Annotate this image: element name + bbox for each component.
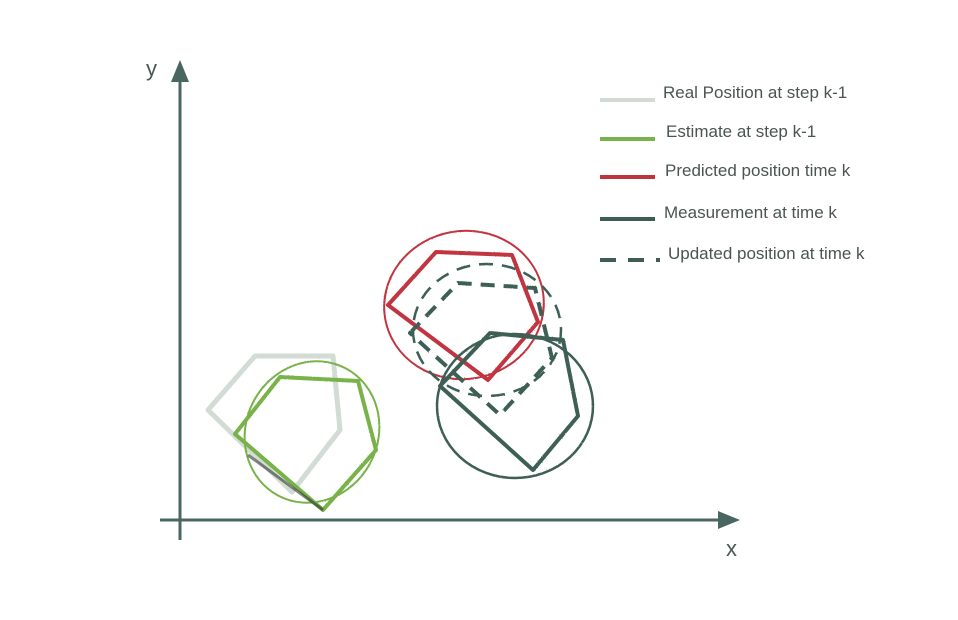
predicted-pentagon bbox=[386, 250, 540, 382]
legend: Real Position at step k-1 Estimate at st… bbox=[600, 83, 865, 263]
measurement-pentagon bbox=[438, 331, 580, 472]
legend-label: Estimate at step k-1 bbox=[666, 122, 816, 141]
y-axis-label: y bbox=[146, 56, 157, 81]
legend-label: Measurement at time k bbox=[664, 203, 837, 222]
x-axis-arrow-icon bbox=[718, 511, 740, 529]
legend-item-predicted: Predicted position time k bbox=[600, 161, 851, 180]
estimate-ellipse bbox=[243, 360, 381, 504]
legend-label: Real Position at step k-1 bbox=[663, 83, 847, 102]
legend-item-real-position: Real Position at step k-1 bbox=[600, 83, 847, 102]
axes: y x bbox=[146, 56, 740, 561]
updated-shape bbox=[408, 262, 563, 417]
measurement-shape bbox=[435, 331, 595, 480]
estimate-pentagon bbox=[233, 375, 378, 512]
updated-pentagon bbox=[408, 281, 554, 417]
legend-label: Updated position at time k bbox=[668, 244, 865, 263]
legend-label: Predicted position time k bbox=[665, 161, 851, 180]
x-axis-label: x bbox=[726, 536, 737, 561]
legend-item-updated: Updated position at time k bbox=[600, 244, 865, 263]
predicted-ellipse bbox=[383, 229, 545, 381]
y-axis-arrow-icon bbox=[171, 60, 189, 82]
estimate-shape bbox=[233, 360, 381, 512]
legend-item-estimate: Estimate at step k-1 bbox=[600, 122, 816, 141]
estimate-shadow-edge bbox=[247, 453, 324, 512]
legend-item-measurement: Measurement at time k bbox=[600, 203, 837, 222]
predicted-shape bbox=[383, 229, 545, 382]
